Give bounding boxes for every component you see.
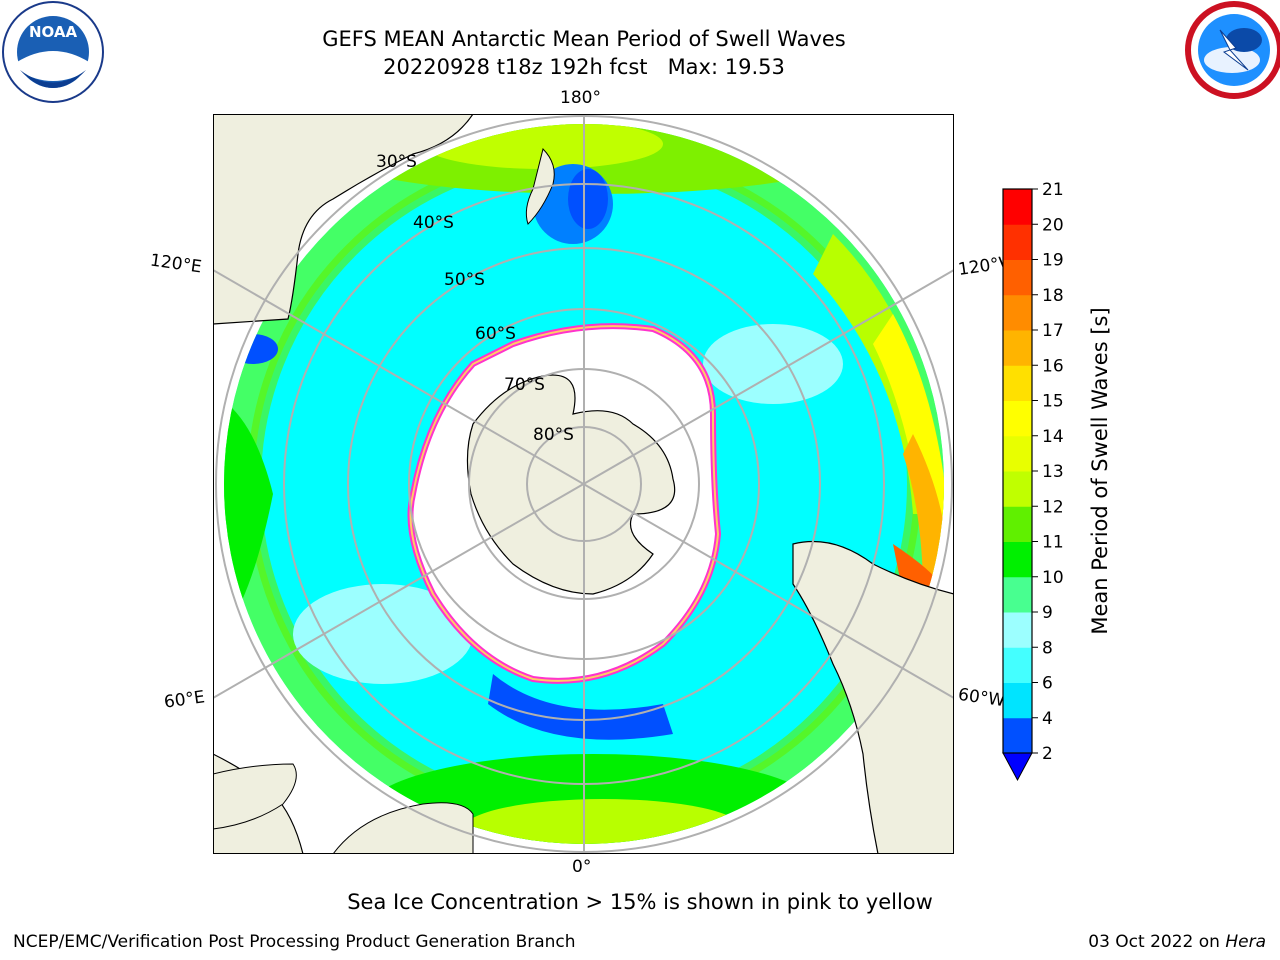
sea-ice-note: Sea Ice Concentration > 15% is shown in … xyxy=(347,890,933,914)
colorbar-bin xyxy=(1003,612,1032,648)
footer-date: 03 Oct 2022 on Hera xyxy=(1088,932,1266,952)
noaa-wordmark: NOAA xyxy=(29,23,78,41)
australia xyxy=(213,114,474,325)
colorbar-bin xyxy=(1003,647,1032,683)
colorbar-bin xyxy=(1003,365,1032,401)
colorbar-tick-label: 6 xyxy=(1042,674,1053,694)
lon-label-0: 0° xyxy=(572,857,592,877)
footer-branch: NCEP/EMC/Verification Post Processing Pr… xyxy=(13,932,576,952)
colorbar-tick-label: 13 xyxy=(1042,462,1064,482)
footer-host: Hera xyxy=(1225,932,1266,952)
colorbar-tick-label: 8 xyxy=(1042,638,1053,658)
colorbar-bin xyxy=(1003,717,1032,754)
chart-title-line2: 20220928 t18z 192h fcst Max: 19.53 xyxy=(383,55,785,79)
colorbar-tick-label: 17 xyxy=(1042,321,1064,341)
colorbar-bin xyxy=(1003,189,1032,225)
colorbar-tick-label: 21 xyxy=(1042,180,1064,200)
colorbar-bin xyxy=(1003,294,1032,331)
colorbar-tick-label: 9 xyxy=(1042,603,1053,623)
colorbar-bin xyxy=(1003,541,1032,578)
chart-title-line1: GEFS MEAN Antarctic Mean Period of Swell… xyxy=(322,27,846,51)
colorbar-bin xyxy=(1003,330,1032,366)
south-america xyxy=(792,540,954,854)
nws-logo xyxy=(1185,1,1280,99)
lat-label-70s: 70°S xyxy=(504,375,545,395)
footer-date-text: 03 Oct 2022 on xyxy=(1088,932,1226,952)
colorbar-label: Mean Period of Swell Waves [s] xyxy=(1088,307,1112,634)
colorbar-tick-label: 18 xyxy=(1042,286,1064,306)
noaa-logo: NOAA xyxy=(2,1,104,103)
colorbar-bin xyxy=(1003,682,1032,719)
colorbar-tick-label: 19 xyxy=(1042,251,1064,271)
colorbar-tick-label: 14 xyxy=(1042,427,1064,447)
colorbar-bin xyxy=(1003,224,1032,260)
colorbar-tick-label: 10 xyxy=(1042,568,1064,588)
colorbar-tick-label: 2 xyxy=(1042,744,1053,764)
lat-label-50s: 50°S xyxy=(444,270,485,290)
colorbar-bin xyxy=(1003,259,1032,296)
polar-map xyxy=(213,114,954,854)
colorbar-bin xyxy=(1003,471,1032,507)
lat-label-30s: 30°S xyxy=(376,152,417,172)
colorbar-tick-label: 11 xyxy=(1042,533,1064,553)
graticule xyxy=(213,114,954,854)
lon-label-180: 180° xyxy=(560,88,601,108)
lon-label-120e: 120°E xyxy=(148,250,203,278)
colorbar: 2 4 6 8 9 10 11 12 13 14 15 16 17 18 19 20 21 Mean Perio… xyxy=(1002,180,1112,782)
lat-label-40s: 40°S xyxy=(413,213,454,233)
colorbar-bin xyxy=(1003,576,1032,613)
antarctica xyxy=(466,374,676,595)
colorbar-bin xyxy=(1003,400,1032,437)
lon-label-60e: 60°E xyxy=(162,687,207,713)
colorbar-tick-label: 20 xyxy=(1042,215,1064,235)
colorbar-tick-label: 12 xyxy=(1042,497,1064,517)
colorbar-tick-label: 4 xyxy=(1042,709,1053,729)
lat-label-80s: 80°S xyxy=(533,425,574,445)
colorbar-tick-label: 15 xyxy=(1042,392,1064,412)
colorbar-tick-label: 16 xyxy=(1042,356,1064,376)
lat-label-60s: 60°S xyxy=(475,324,516,344)
colorbar-bin xyxy=(1003,506,1032,542)
colorbar-bin xyxy=(1003,435,1032,472)
